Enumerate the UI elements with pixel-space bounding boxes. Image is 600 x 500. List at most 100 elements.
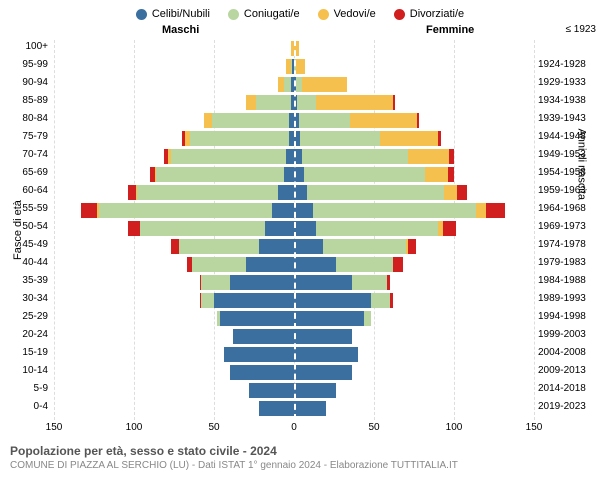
bar-segment	[171, 239, 179, 254]
bar-segment	[387, 275, 390, 290]
legend-label: Vedovi/e	[334, 8, 376, 20]
age-label: 70-74	[0, 149, 48, 160]
age-label: 85-89	[0, 95, 48, 106]
bar-female	[294, 257, 403, 272]
bar-segment	[297, 95, 316, 110]
bar-segment	[246, 95, 256, 110]
grid-line	[534, 40, 535, 420]
bar-male	[224, 347, 294, 362]
bar-segment	[443, 221, 456, 236]
legend-swatch	[136, 9, 147, 20]
birth-year-label: 2004-2008	[538, 347, 600, 358]
age-label: 80-84	[0, 113, 48, 124]
age-label: 75-79	[0, 131, 48, 142]
bar-segment	[294, 365, 352, 380]
age-label: 45-49	[0, 239, 48, 250]
bar-segment	[212, 113, 289, 128]
population-pyramid-chart: Celibi/NubiliConiugati/eVedovi/eDivorzia…	[0, 0, 600, 500]
bar-segment	[156, 167, 284, 182]
bar-segment	[230, 275, 294, 290]
birth-year-label: 1969-1973	[538, 221, 600, 232]
bar-segment	[438, 131, 441, 146]
bar-segment	[300, 131, 380, 146]
bar-segment	[259, 239, 294, 254]
bar-segment	[313, 203, 476, 218]
bar-segment	[259, 401, 294, 416]
age-label: 15-19	[0, 347, 48, 358]
bar-female	[294, 275, 390, 290]
bar-segment	[81, 203, 97, 218]
bar-segment	[224, 347, 294, 362]
x-axis: 15010050050100150	[54, 420, 534, 438]
bar-segment	[294, 275, 352, 290]
bar-segment	[316, 221, 438, 236]
bar-segment	[417, 113, 419, 128]
bar-male	[249, 383, 294, 398]
y-axis-title-right: Anni di nascita	[576, 128, 588, 200]
birth-year-label: 1939-1943	[538, 113, 600, 124]
birth-year-label: 1974-1978	[538, 239, 600, 250]
legend-item: Vedovi/e	[318, 8, 376, 20]
bar-segment	[408, 239, 416, 254]
bar-segment	[294, 221, 316, 236]
bar-segment	[294, 311, 364, 326]
bar-female	[294, 167, 454, 182]
bar-segment	[256, 95, 291, 110]
bar-segment	[393, 95, 395, 110]
bar-segment	[201, 275, 230, 290]
bar-segment	[302, 149, 408, 164]
birth-year-label: 2014-2018	[538, 383, 600, 394]
header-male: Maschi	[162, 24, 199, 36]
bar-segment	[299, 113, 350, 128]
birth-year-label: 1944-1948	[538, 131, 600, 142]
bar-male	[230, 365, 294, 380]
bar-female	[294, 149, 454, 164]
bar-male	[150, 167, 294, 182]
age-label: 50-54	[0, 221, 48, 232]
bar-segment	[128, 221, 141, 236]
birth-year-label: 2019-2023	[538, 401, 600, 412]
bar-segment	[249, 383, 294, 398]
bar-male	[233, 329, 294, 344]
age-label: 25-29	[0, 311, 48, 322]
bar-segment	[294, 329, 352, 344]
bar-segment	[246, 257, 294, 272]
bar-female	[294, 77, 347, 92]
bar-segment	[171, 149, 286, 164]
age-label: 40-44	[0, 257, 48, 268]
legend: Celibi/NubiliConiugati/eVedovi/eDivorzia…	[0, 0, 600, 24]
x-tick-label: 150	[526, 422, 543, 433]
bar-female	[294, 311, 371, 326]
bar-male	[286, 59, 294, 74]
age-label: 90-94	[0, 77, 48, 88]
bar-segment	[307, 185, 445, 200]
header-first-year: ≤ 1923	[565, 24, 596, 35]
bar-male	[182, 131, 294, 146]
bar-male	[217, 311, 294, 326]
bar-segment	[294, 203, 313, 218]
x-tick-label: 50	[208, 422, 219, 433]
bar-segment	[128, 185, 136, 200]
bar-male	[128, 185, 294, 200]
bar-male	[259, 401, 294, 416]
footer-subtitle: COMUNE DI PIAZZA AL SERCHIO (LU) - Dati …	[10, 460, 590, 471]
bar-segment	[364, 311, 370, 326]
age-label: 35-39	[0, 275, 48, 286]
legend-item: Celibi/Nubili	[136, 8, 210, 20]
bar-segment	[99, 203, 272, 218]
bar-segment	[316, 95, 393, 110]
bar-female	[294, 365, 352, 380]
bar-female	[294, 293, 393, 308]
header-female: Femmine	[426, 24, 474, 36]
bar-segment	[380, 131, 438, 146]
bar-male	[246, 95, 294, 110]
legend-swatch	[394, 9, 405, 20]
x-tick-label: 0	[291, 422, 297, 433]
bar-segment	[449, 149, 454, 164]
bar-segment	[294, 401, 326, 416]
bar-segment	[323, 239, 406, 254]
birth-year-label: 1964-1968	[538, 203, 600, 214]
age-label: 95-99	[0, 59, 48, 70]
center-line	[294, 40, 296, 420]
bar-segment	[371, 293, 390, 308]
